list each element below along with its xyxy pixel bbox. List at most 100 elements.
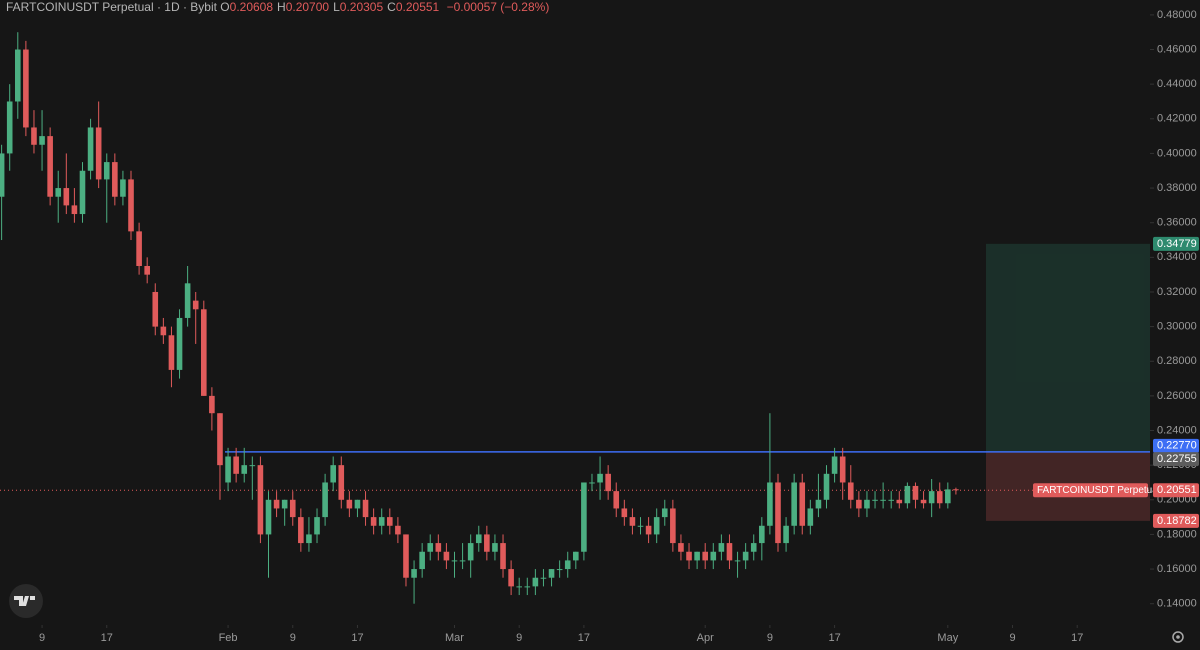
settings-icon[interactable] [1172,631,1184,643]
candle-body [621,508,628,518]
candle-body [694,551,700,561]
candle-body [265,499,272,535]
candle-body [306,534,312,544]
symbol-tag: FARTCOINUSDT Perpetual [1037,485,1160,496]
candle-body [136,231,142,267]
candle-body [573,551,579,561]
candle-body [411,569,417,578]
candle-body [152,291,159,327]
candle-body [645,525,652,535]
price-tag-bg [1153,438,1199,453]
y-tick-label: 0.18000 [1157,528,1197,540]
y-tick-label: 0.48000 [1157,9,1197,21]
x-tick-label: 9 [767,632,773,644]
candle-body [23,49,29,128]
candle-body [928,491,935,504]
candle-body [613,491,620,509]
x-tick-label: 17 [578,632,590,644]
ohlc-key: O [220,0,230,14]
candle-body [726,543,733,561]
candle-body [589,482,595,484]
candle-body [475,534,482,544]
price-tag: 0.22770 [1157,440,1197,452]
candle-body [370,517,377,526]
candle-body [564,560,571,570]
candle-body [839,456,846,483]
candle-body [524,586,531,588]
ohlc-key: C [387,0,396,14]
price-axis-bg [1150,0,1200,650]
candle-body [864,499,870,509]
candle-body [500,543,506,570]
candle-body [661,508,668,518]
candle-body [581,482,587,552]
candle-body [419,551,425,570]
candle-body [815,499,822,509]
candle-body [532,577,539,587]
ohlc-key: L [333,0,340,14]
ohlc-value: 0.20700 [285,0,330,14]
candle-body [338,465,345,500]
price-tag: 0.20551 [1157,484,1197,496]
position-profit-zone [986,243,1150,453]
candle-body [47,136,53,197]
candle-body [0,153,5,197]
candle-body [799,482,806,526]
price-tag-bg [1153,236,1199,251]
candle-body [14,49,21,102]
x-tick-label: Mar [445,632,464,644]
candle-body [314,517,320,535]
price-tag: 0.34779 [1157,238,1197,250]
y-tick-label: 0.30000 [1157,321,1197,333]
candle-body [775,482,781,544]
candle-body [856,499,862,509]
candle-body [540,577,547,579]
x-tick-label: Feb [219,632,238,644]
candle-body [888,499,895,501]
y-tick-label: 0.32000 [1157,286,1197,298]
candle-body [403,534,409,578]
y-tick-label: 0.36000 [1157,217,1197,229]
candle-body [273,499,280,509]
candle-body [783,525,789,544]
y-tick-label: 0.42000 [1157,113,1197,125]
y-tick-label: 0.28000 [1157,355,1197,367]
candle-body [872,499,878,501]
candle-body [807,508,814,526]
candle-body [686,551,692,561]
symbol-title: FARTCOINUSDT Perpetual · 1D · Bybit [6,0,217,14]
candle-body [823,473,830,500]
candle-body [87,127,94,171]
candle-body [896,499,903,504]
ohlc-value: 0.20551 [395,0,440,14]
candle-body [710,551,717,561]
candle-body [435,543,442,552]
candle-body [548,569,555,578]
candle-body [742,551,749,561]
candle-body [767,482,773,526]
ohlc-key: H [277,0,286,14]
candle-body [637,525,644,527]
candle-body [346,499,353,509]
candle-body [225,456,231,483]
candle-body [791,482,797,526]
x-tick-label: 17 [101,632,113,644]
candle-body [718,543,725,552]
candle-body [95,127,102,180]
symbol-header: FARTCOINUSDT Perpetual · 1D · Bybit O0.2… [6,0,553,14]
candle-body [605,473,611,492]
y-tick-label: 0.16000 [1157,563,1197,575]
candle-body [233,456,239,474]
candle-body [597,473,603,483]
candle-body [459,560,466,562]
y-tick-label: 0.34000 [1157,251,1197,263]
candle-body [144,266,150,275]
candle-body [759,525,765,544]
candle-body [71,205,78,215]
ohlc-value: 0.20608 [229,0,274,14]
candle-body [31,127,37,145]
candle-body [330,465,336,483]
candle-body [241,465,248,474]
candle-body [192,300,199,310]
